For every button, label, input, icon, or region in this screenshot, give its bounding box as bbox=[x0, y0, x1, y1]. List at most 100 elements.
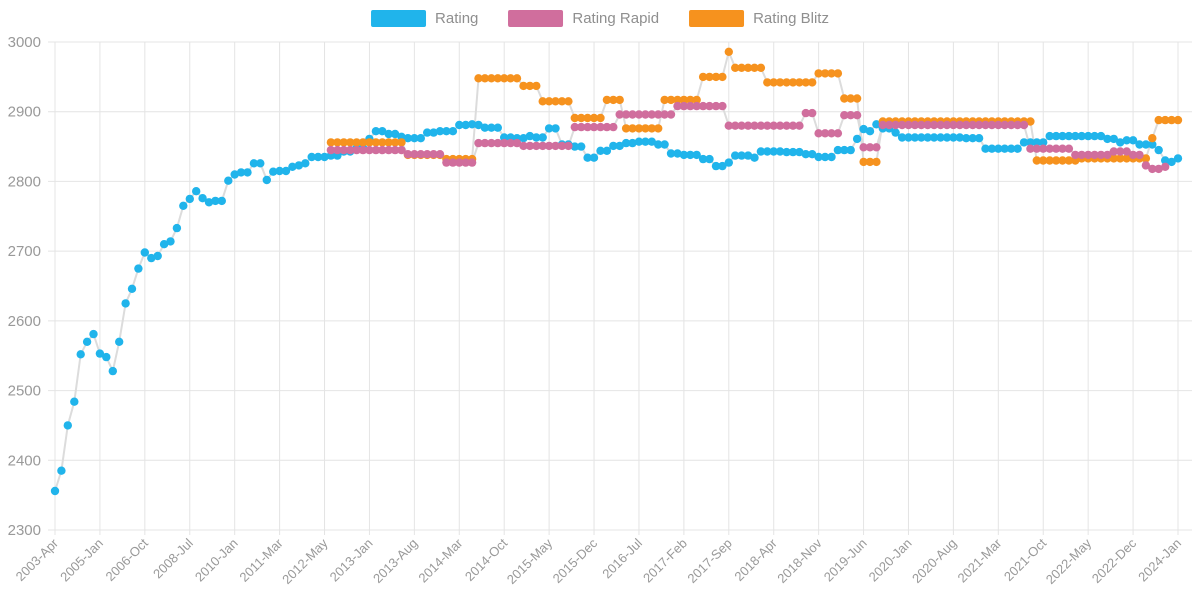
data-point[interactable] bbox=[814, 152, 823, 162]
data-point[interactable] bbox=[692, 150, 701, 160]
data-point[interactable] bbox=[1116, 138, 1125, 147]
data-point[interactable] bbox=[166, 237, 175, 246]
data-point[interactable] bbox=[532, 141, 541, 151]
data-point[interactable] bbox=[942, 133, 952, 142]
data-point[interactable] bbox=[814, 129, 823, 138]
data-point[interactable] bbox=[1051, 156, 1061, 165]
data-point[interactable] bbox=[827, 152, 836, 162]
data-point[interactable] bbox=[564, 97, 573, 106]
data-point[interactable] bbox=[1026, 117, 1035, 126]
data-point[interactable] bbox=[500, 138, 509, 148]
data-point[interactable] bbox=[50, 486, 60, 496]
series-points-rating[interactable] bbox=[50, 120, 1183, 496]
data-point[interactable] bbox=[512, 138, 522, 148]
data-point[interactable] bbox=[70, 397, 79, 406]
data-point[interactable] bbox=[1109, 154, 1119, 163]
data-point[interactable] bbox=[621, 138, 631, 148]
data-point[interactable] bbox=[224, 176, 233, 185]
data-point[interactable] bbox=[480, 123, 490, 132]
data-point[interactable] bbox=[987, 120, 997, 130]
data-point[interactable] bbox=[769, 147, 778, 156]
data-point[interactable] bbox=[589, 153, 599, 162]
data-point[interactable] bbox=[679, 101, 689, 111]
data-point[interactable] bbox=[1167, 157, 1176, 167]
data-point[interactable] bbox=[448, 158, 458, 167]
data-point[interactable] bbox=[1045, 156, 1054, 165]
data-point[interactable] bbox=[108, 366, 118, 376]
data-point[interactable] bbox=[339, 138, 348, 147]
data-point[interactable] bbox=[769, 78, 778, 87]
data-point[interactable] bbox=[641, 137, 650, 146]
data-point[interactable] bbox=[557, 97, 567, 106]
data-point[interactable] bbox=[897, 133, 907, 142]
data-point[interactable] bbox=[455, 158, 464, 167]
data-point[interactable] bbox=[1039, 138, 1048, 147]
data-point[interactable] bbox=[737, 63, 746, 72]
data-point[interactable] bbox=[654, 140, 663, 149]
data-point[interactable] bbox=[493, 123, 502, 132]
data-point[interactable] bbox=[724, 121, 733, 130]
data-point[interactable] bbox=[743, 121, 753, 130]
data-point[interactable] bbox=[596, 122, 605, 132]
data-point[interactable] bbox=[840, 145, 849, 155]
data-point[interactable] bbox=[731, 63, 740, 72]
data-point[interactable] bbox=[371, 145, 381, 155]
data-point[interactable] bbox=[480, 138, 490, 148]
data-point[interactable] bbox=[538, 141, 547, 151]
data-point[interactable] bbox=[955, 133, 964, 142]
series-points-rating-rapid[interactable] bbox=[326, 101, 1170, 174]
data-point[interactable] bbox=[679, 150, 689, 160]
data-point[interactable] bbox=[358, 138, 368, 147]
data-point[interactable] bbox=[698, 154, 708, 164]
data-point[interactable] bbox=[390, 138, 400, 147]
data-point[interactable] bbox=[275, 166, 284, 176]
data-point[interactable] bbox=[602, 146, 612, 155]
data-point[interactable] bbox=[679, 95, 689, 105]
data-point[interactable] bbox=[204, 198, 214, 207]
legend-item-rating[interactable]: Rating bbox=[371, 10, 478, 27]
data-point[interactable] bbox=[788, 147, 798, 157]
data-point[interactable] bbox=[1135, 150, 1144, 160]
data-point[interactable] bbox=[647, 124, 656, 133]
data-point[interactable] bbox=[647, 110, 656, 119]
data-point[interactable] bbox=[1045, 131, 1054, 141]
data-point[interactable] bbox=[609, 141, 618, 151]
data-point[interactable] bbox=[384, 138, 393, 147]
legend-item-rating-rapid[interactable]: Rating Rapid bbox=[508, 10, 659, 27]
data-point[interactable] bbox=[371, 138, 381, 147]
data-point[interactable] bbox=[987, 144, 997, 153]
data-point[interactable] bbox=[1103, 150, 1112, 160]
data-point[interactable] bbox=[519, 141, 528, 151]
data-point[interactable] bbox=[262, 175, 271, 185]
data-point[interactable] bbox=[808, 78, 817, 87]
data-point[interactable] bbox=[577, 142, 586, 151]
data-point[interactable] bbox=[583, 153, 592, 162]
data-point[interactable] bbox=[705, 154, 714, 164]
data-point[interactable] bbox=[384, 129, 393, 139]
data-point[interactable] bbox=[313, 152, 323, 162]
data-point[interactable] bbox=[1032, 144, 1042, 153]
data-point[interactable] bbox=[917, 133, 926, 142]
data-point[interactable] bbox=[1051, 144, 1061, 153]
data-point[interactable] bbox=[981, 144, 990, 153]
data-point[interactable] bbox=[1128, 150, 1138, 160]
data-point[interactable] bbox=[390, 145, 400, 155]
data-point[interactable] bbox=[564, 141, 573, 151]
data-point[interactable] bbox=[750, 63, 759, 72]
data-point[interactable] bbox=[1077, 150, 1086, 160]
data-point[interactable] bbox=[666, 110, 676, 119]
data-point[interactable] bbox=[538, 97, 547, 106]
data-point[interactable] bbox=[76, 350, 85, 359]
data-point[interactable] bbox=[775, 78, 785, 87]
data-point[interactable] bbox=[82, 337, 92, 346]
data-point[interactable] bbox=[949, 133, 958, 142]
data-point[interactable] bbox=[583, 122, 592, 132]
data-point[interactable] bbox=[1173, 154, 1183, 163]
data-point[interactable] bbox=[570, 122, 579, 132]
data-point[interactable] bbox=[352, 138, 361, 147]
data-point[interactable] bbox=[159, 240, 169, 249]
data-point[interactable] bbox=[705, 101, 714, 111]
data-point[interactable] bbox=[416, 150, 425, 159]
data-point[interactable] bbox=[1051, 131, 1061, 141]
data-point[interactable] bbox=[968, 134, 977, 143]
